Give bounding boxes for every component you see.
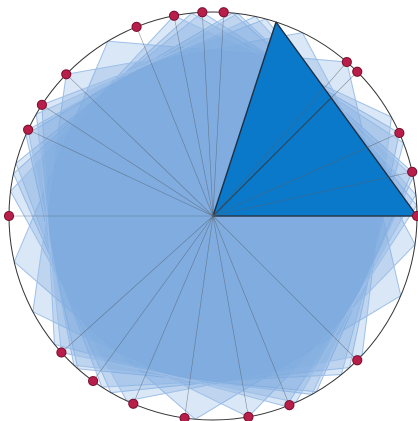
vertex-layer xyxy=(3,7,418,421)
spoke-12 xyxy=(27,129,214,217)
vertex-point-12 xyxy=(23,124,34,135)
spoke-15 xyxy=(92,215,214,382)
spoke-2 xyxy=(212,171,413,217)
vertex-point-19 xyxy=(284,400,295,411)
vertex-point-4 xyxy=(352,66,363,77)
vertex-point-2 xyxy=(407,166,418,177)
spoke-7 xyxy=(202,12,214,217)
spoke-6 xyxy=(212,12,224,217)
spoke-10 xyxy=(66,74,214,217)
spoke-17 xyxy=(184,215,214,419)
vertex-point-8 xyxy=(168,10,180,21)
vertex-point-20 xyxy=(352,355,363,366)
vertex-point-16 xyxy=(128,398,139,409)
spoke-8 xyxy=(173,15,214,217)
spoke-20 xyxy=(212,215,358,361)
vertex-point-14 xyxy=(56,347,67,358)
spoke-layer xyxy=(9,12,417,419)
spoke-9 xyxy=(136,26,214,217)
spoke-18 xyxy=(212,215,249,417)
spoke-11 xyxy=(41,104,214,217)
vertex-point-1 xyxy=(411,210,418,222)
spoke-16 xyxy=(133,215,214,404)
vertex-point-15 xyxy=(87,375,99,387)
vertex-point-7 xyxy=(197,7,208,18)
vertex-point-10 xyxy=(61,69,72,80)
vertex-point-13 xyxy=(3,210,15,222)
spoke-14 xyxy=(61,215,214,353)
vertex-point-18 xyxy=(243,411,254,421)
vertex-point-5 xyxy=(341,56,352,68)
vertex-point-9 xyxy=(131,21,142,32)
vertex-point-17 xyxy=(179,412,190,421)
vertex-point-11 xyxy=(36,99,48,110)
vertex-point-6 xyxy=(218,7,229,18)
spoke-5 xyxy=(212,61,348,217)
spoke-19 xyxy=(212,215,290,406)
spoke-3 xyxy=(212,132,400,217)
vertex-point-3 xyxy=(394,127,405,139)
spoke-4 xyxy=(212,71,358,217)
